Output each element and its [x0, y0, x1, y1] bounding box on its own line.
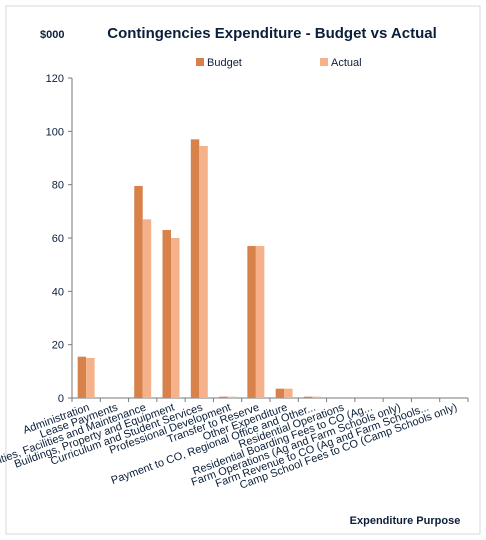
bar-budget-7 — [275, 388, 285, 398]
bar-actual-0 — [86, 358, 95, 398]
bar-budget-0 — [77, 356, 87, 398]
bar-budget-8 — [303, 396, 313, 398]
legend-label-actual: Actual — [331, 57, 362, 69]
chart-frame — [5, 5, 481, 535]
chart-title: Contingencies Expenditure - Budget vs Ac… — [107, 25, 437, 42]
bar-budget-4 — [190, 139, 200, 399]
bar-actual-2 — [142, 219, 152, 398]
bar-actual-3 — [171, 238, 180, 398]
legend-swatch-actual — [320, 58, 328, 66]
bar-budget-3 — [162, 230, 171, 398]
bar-budget-2 — [134, 186, 143, 398]
y-tick-label: 80 — [52, 180, 64, 192]
y-axis: 0 20 40 60 80 100 120 — [46, 73, 73, 405]
y-tick-label: 0 — [58, 393, 64, 405]
bar-actual-4 — [199, 146, 208, 398]
bar-actual-5 — [227, 396, 237, 398]
y-tick-label: 120 — [46, 73, 64, 85]
x-axis-title: Expenditure Purpose — [350, 515, 461, 527]
legend-swatch-budget — [196, 58, 204, 66]
bars — [77, 139, 321, 399]
y-tick-label: 100 — [46, 126, 64, 138]
y-tick-label: 60 — [52, 233, 64, 245]
bar-budget-6 — [247, 246, 256, 398]
legend: Budget Actual — [196, 57, 362, 69]
y-tick-label: 40 — [52, 286, 64, 298]
bar-actual-7 — [284, 388, 293, 398]
bar-actual-8 — [312, 396, 321, 398]
bar-actual-6 — [255, 246, 265, 398]
y-unit-label: $000 — [40, 29, 64, 41]
legend-label-budget: Budget — [207, 57, 242, 69]
bar-budget-5 — [219, 396, 228, 398]
y-tick-label: 20 — [52, 340, 64, 352]
